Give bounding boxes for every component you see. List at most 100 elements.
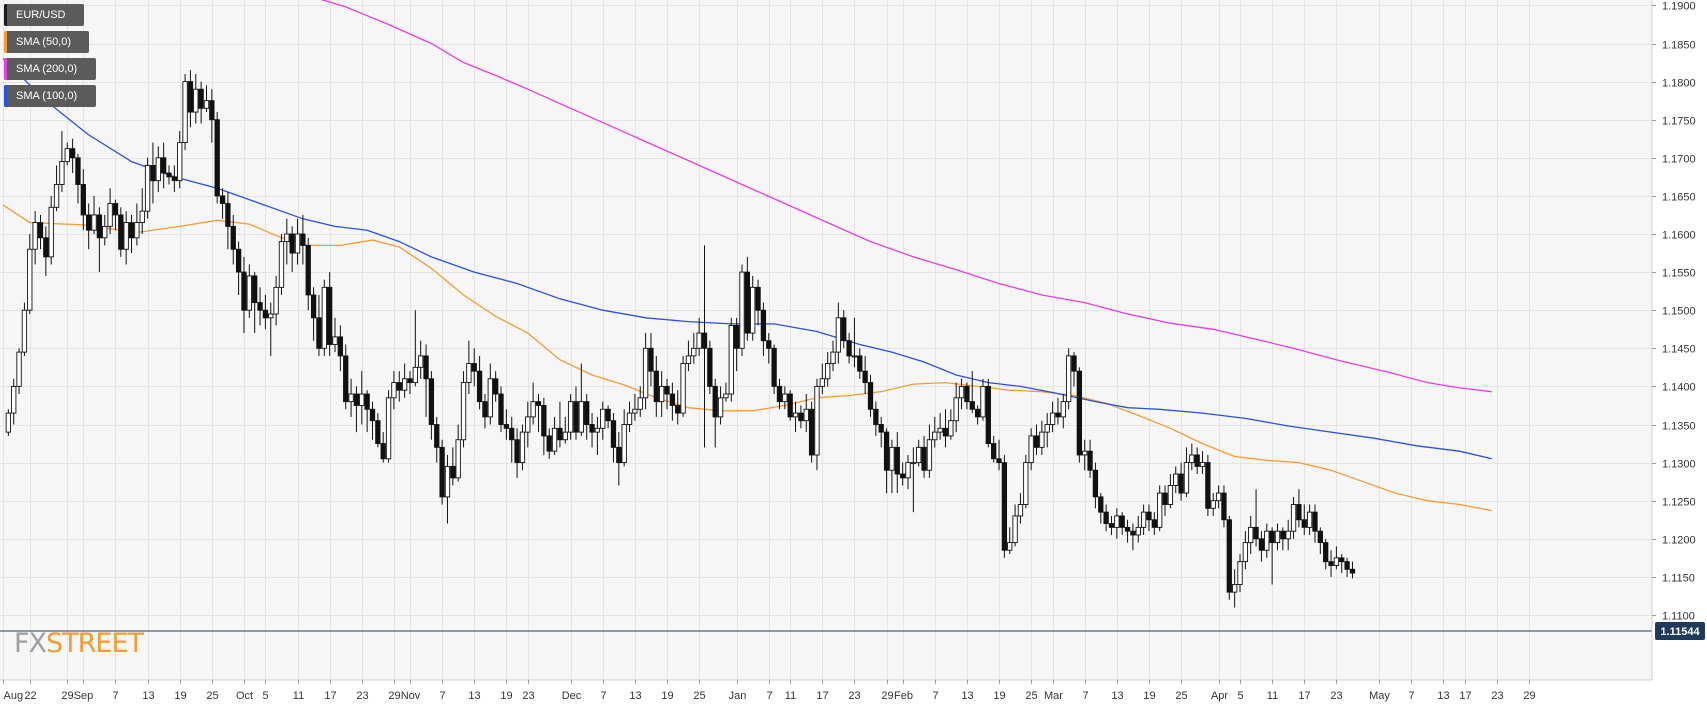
candle (1296, 489, 1302, 528)
candle-body (632, 408, 638, 414)
candle-body (605, 408, 611, 422)
candle (1049, 401, 1056, 433)
x-tick-label: 11 (1267, 690, 1278, 702)
x-tick-label: 19 (993, 690, 1005, 702)
candle (991, 435, 997, 463)
candle-body (1071, 355, 1077, 372)
candle (1082, 439, 1088, 471)
candle-body (766, 340, 772, 349)
legend-item-sma200[interactable]: SMA (200,0) (4, 58, 96, 80)
y-tick-label: 1.1650 (1662, 192, 1696, 204)
candle (134, 203, 140, 246)
candle-body (305, 244, 311, 296)
candle-body (1328, 561, 1334, 566)
candle-body (841, 317, 847, 342)
candle (327, 272, 333, 356)
candle-body (1001, 462, 1008, 551)
candle (1001, 454, 1008, 558)
candle (1205, 454, 1211, 516)
candle (948, 409, 954, 440)
x-tick-label: 5 (1237, 690, 1243, 702)
candle (278, 234, 285, 295)
candle-body (707, 347, 713, 387)
legend-item-sma100[interactable]: SMA (100,0) (4, 85, 96, 107)
candle-body (187, 81, 194, 113)
candle-body (1087, 450, 1093, 471)
candle-body (921, 446, 927, 471)
candle-body (846, 340, 852, 357)
candle-body (91, 214, 97, 231)
x-tick-label: 13 (961, 690, 973, 702)
candle (996, 439, 1002, 471)
candle (803, 394, 809, 433)
candle-body (974, 408, 981, 418)
x-tick-label: 11 (293, 690, 304, 702)
candle-body (503, 424, 510, 429)
candle-body (1306, 511, 1313, 528)
x-tick-label: 19 (500, 690, 512, 702)
candle-body (894, 446, 900, 475)
candle-body (327, 286, 333, 345)
candle-body (32, 222, 38, 250)
candle (407, 371, 413, 395)
candle (1146, 504, 1152, 532)
candle-body (1076, 370, 1083, 456)
candle (466, 340, 472, 395)
candle-body (278, 241, 285, 288)
y-tick-label: 1.1450 (1662, 344, 1696, 356)
candle (1253, 489, 1259, 547)
candle-body (991, 443, 997, 460)
candle-body (535, 401, 542, 406)
candle-body (59, 161, 65, 185)
legend-item-eurusd[interactable]: EUR/USD (4, 4, 84, 26)
candle (723, 382, 729, 402)
candle (1194, 447, 1200, 475)
candle (910, 447, 917, 513)
y-tick-label: 1.1300 (1662, 459, 1696, 471)
candle (1071, 352, 1077, 387)
candle-body (1285, 530, 1291, 540)
candle-body (150, 164, 156, 182)
candle (1087, 439, 1093, 478)
candle-body (434, 424, 440, 448)
candle-body (787, 393, 793, 418)
candle-body (498, 393, 504, 425)
candle (86, 203, 92, 250)
candle (744, 256, 750, 341)
candle (1183, 447, 1190, 497)
candle-body (985, 385, 991, 444)
candle-body (230, 225, 236, 250)
candle-body (744, 271, 750, 334)
candle (107, 188, 113, 234)
legend: EUR/USD SMA (50,0) SMA (200,0) SMA (100,… (4, 4, 96, 112)
candle (498, 386, 504, 433)
candle-body (359, 393, 365, 406)
candle (294, 218, 301, 265)
y-tick-label: 1.1350 (1662, 421, 1696, 433)
candle (150, 142, 156, 204)
candle-body (177, 142, 183, 182)
candle-body (455, 439, 461, 479)
candle (203, 85, 210, 113)
candle (1199, 451, 1206, 475)
candle-body (600, 408, 606, 429)
candle (562, 416, 568, 444)
candle-body (562, 431, 568, 441)
candle-body (5, 412, 12, 433)
legend-item-sma50[interactable]: SMA (50,0) (4, 31, 89, 53)
candle-body (1290, 504, 1297, 532)
candle-body (1323, 542, 1329, 563)
candle (450, 447, 456, 486)
candle (80, 169, 86, 231)
candle (257, 287, 263, 326)
candle (573, 386, 579, 440)
candle (1012, 504, 1018, 547)
candle-body (493, 378, 499, 395)
x-axis: Aug 22 29 Sep 7 13 19 25 Oct 5 11 17 23 29 Nov 7 13 19 23 D… (3, 680, 1536, 702)
candle (69, 138, 76, 174)
candle-body (337, 336, 344, 357)
candle-body (11, 385, 17, 414)
candle (198, 81, 204, 124)
y-tick-label: 1.1250 (1662, 497, 1696, 509)
legend-label-sma200: SMA (200,0) (16, 63, 78, 75)
